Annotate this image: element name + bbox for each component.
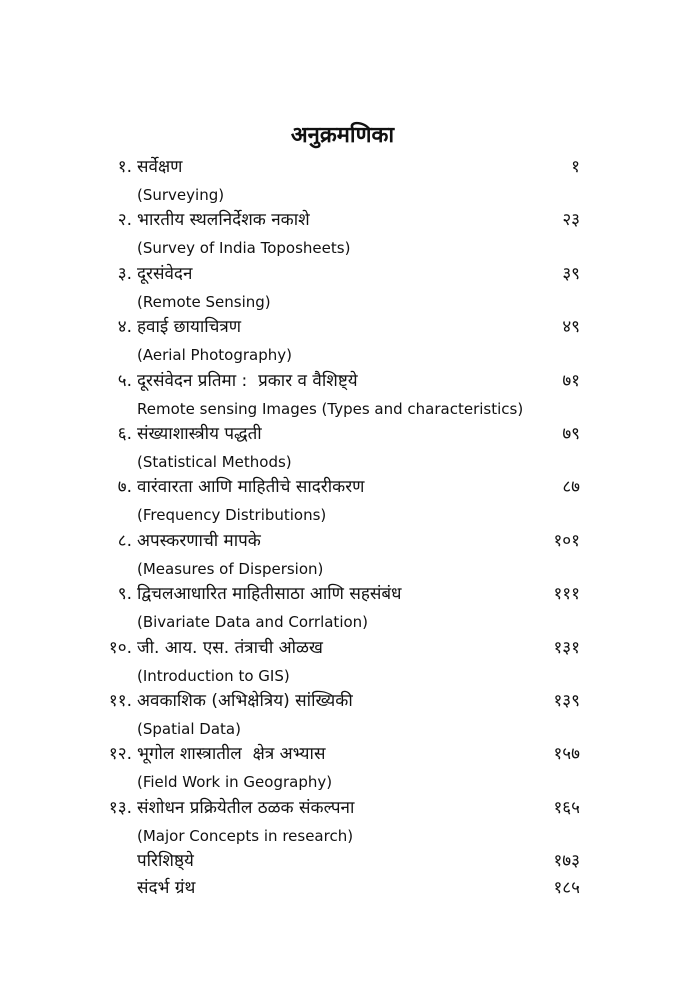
entry-number: १. <box>117 157 132 177</box>
entry-subtitle: (Survey of India Toposheets) <box>137 239 351 258</box>
entry-subtitle: Remote sensing Images (Types and charact… <box>137 399 524 418</box>
entry-number: ५. <box>117 370 132 391</box>
entry-page: ७१ <box>562 370 580 391</box>
entry-page: १८५ <box>553 877 580 898</box>
entry-subtitle: (Frequency Distributions) <box>137 506 327 525</box>
entry-subtitle: (Measures of Dispersion) <box>137 559 324 578</box>
entry-page: ७९ <box>562 424 580 444</box>
entry-number: ३. <box>117 263 132 284</box>
entry-title: अवकाशिक (अभिक्षेत्रिय) सांख्यिकी <box>137 691 353 711</box>
entry-page: २३ <box>562 210 580 231</box>
entry-subtitle: (Introduction to GIS) <box>137 666 290 685</box>
entry-page: ४९ <box>562 317 580 338</box>
entry-number: ११. <box>108 691 132 711</box>
entry-title: सर्वेक्षण <box>137 157 183 177</box>
entry-page: १०१ <box>553 530 580 551</box>
entry-subtitle: (Statistical Methods) <box>137 453 292 471</box>
entry-number: १३. <box>108 797 132 818</box>
entry-title: परिशिष्ठ्ये <box>137 851 194 872</box>
entry-number: २. <box>117 210 132 231</box>
entry-number: ९. <box>117 584 132 605</box>
entry-title: भूगोल शास्त्रातील क्षेत्र अभ्यास <box>137 744 326 765</box>
entry-title: हवाई छायाचित्रण <box>137 317 242 338</box>
entry-page: १६५ <box>553 797 580 818</box>
toc-title: अनुक्रमणिका <box>290 123 395 148</box>
entry-subtitle: (Remote Sensing) <box>137 292 271 311</box>
entry-page: १११ <box>553 584 580 605</box>
entry-page: १५७ <box>553 744 580 765</box>
entry-title: अपस्करणाची मापके <box>137 530 261 551</box>
entry-number: ८. <box>117 530 132 551</box>
entry-page: १ <box>571 157 580 177</box>
entry-title: दूरसंवेदन <box>137 263 193 284</box>
entry-title: दूरसंवेदन प्रतिमा : प्रकार व वैशिष्ट्ये <box>137 370 358 391</box>
entry-page: १३१ <box>553 637 580 658</box>
entry-title: संशोधन प्रक्रियेतील ठळक संकल्पना <box>137 797 355 818</box>
entry-title: संदर्भ ग्रंथ <box>137 877 196 898</box>
entry-title: जी. आय. एस. तंत्राची ओळख <box>137 637 323 658</box>
entry-number: ६. <box>117 424 132 444</box>
entry-page: १७३ <box>553 851 580 872</box>
entry-number: ७. <box>117 477 132 498</box>
entry-number: १०. <box>108 637 132 658</box>
entry-subtitle: (Surveying) <box>137 186 225 204</box>
entry-subtitle: (Spatial Data) <box>137 720 241 738</box>
entry-title: वारंवारता आणि माहितीचे सादरीकरण <box>137 477 365 498</box>
entry-subtitle: (Aerial Photography) <box>137 346 292 365</box>
entry-subtitle: (Bivariate Data and Corrlation) <box>137 613 369 632</box>
entry-title: द्विचलआधारित माहितीसाठा आणि सहसंबंध <box>137 584 402 605</box>
entry-title: संख्याशास्त्रीय पद्धती <box>137 424 262 444</box>
entry-number: ४. <box>117 317 132 338</box>
entry-subtitle: (Field Work in Geography) <box>137 773 333 792</box>
entry-subtitle: (Major Concepts in research) <box>137 826 354 845</box>
entry-page: ८७ <box>562 477 580 498</box>
entry-number: १२. <box>108 744 132 765</box>
entry-page: १३९ <box>553 691 580 711</box>
entry-title: भारतीय स्थलनिर्देशक नकाशे <box>137 210 310 231</box>
entry-page: ३९ <box>562 263 580 284</box>
